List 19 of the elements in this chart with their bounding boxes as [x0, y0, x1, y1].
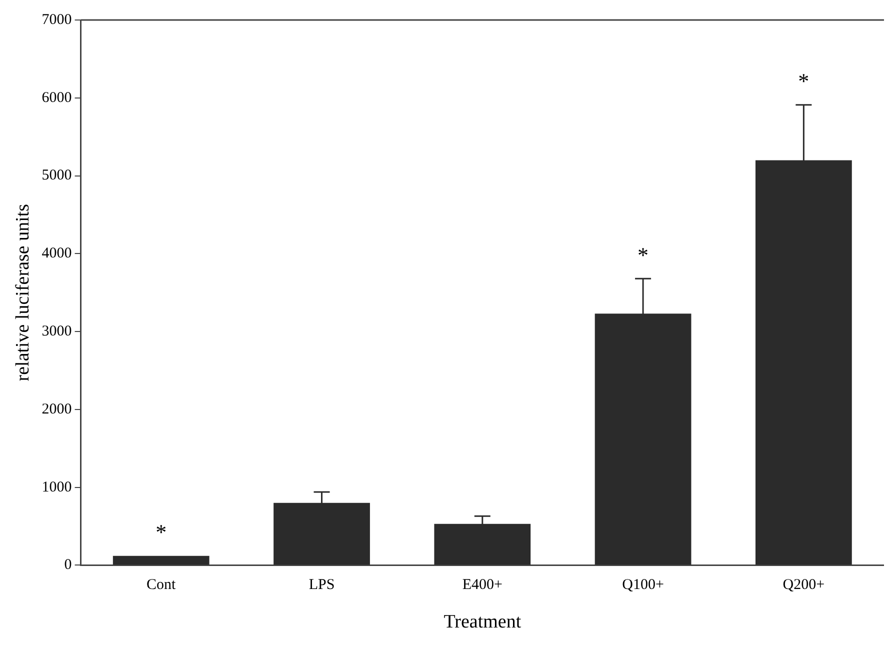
y-tick-label: 0: [64, 557, 72, 574]
y-axis-title: relative luciferase units: [12, 204, 34, 382]
x-axis-title: Treatment: [444, 612, 522, 633]
annotation: *: [798, 68, 810, 94]
annotation: *: [638, 242, 649, 268]
y-tick-label: 1000: [42, 479, 72, 496]
x-tick-label: Q200+: [782, 577, 825, 594]
x-tick-label: Q100+: [622, 577, 664, 594]
y-tick-label: 4000: [42, 246, 72, 262]
x-tick-label: E400+: [462, 577, 502, 594]
y-tick-label: 6000: [42, 90, 72, 106]
x-tick-label: LPS: [308, 577, 335, 594]
y-tick-label: 5000: [42, 168, 72, 184]
annotation: *: [156, 520, 167, 545]
y-tick-label: 2000: [42, 401, 72, 418]
bar: [112, 556, 210, 565]
y-tick-label: 7000: [42, 12, 72, 28]
y-tick-label: 3000: [42, 323, 72, 340]
x-tick-label: Cont: [146, 577, 177, 594]
